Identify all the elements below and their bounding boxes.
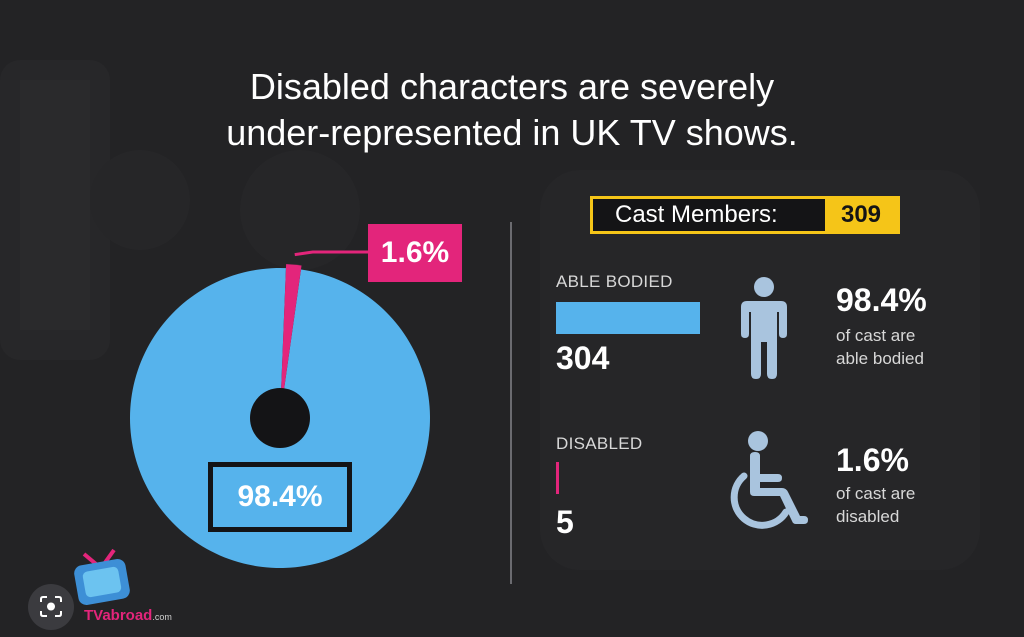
title-line-2: under-represented in UK TV shows. (226, 112, 798, 153)
disabled-description-line-2: disabled (836, 507, 900, 526)
cast-members-label: Cast Members: (615, 201, 778, 228)
cast-members-total: 309 (825, 199, 897, 231)
disabled-percent: 1.6% (836, 442, 909, 478)
chart-title: Disabled characters are severely under-r… (0, 64, 1024, 156)
camera-icon (40, 596, 62, 617)
pie-chart (129, 250, 430, 569)
logo-suffix: .com (152, 612, 172, 622)
logo-name: TVabroad (84, 607, 153, 624)
able-bodied-label: ABLE BODIED (556, 272, 673, 291)
disabled-label: DISABLED (556, 434, 643, 453)
able-bodied-count: 304 (556, 340, 610, 376)
image-search-button[interactable] (28, 584, 74, 630)
disabled-description: of cast are disabled (836, 482, 986, 528)
able-bodied-bar (556, 302, 700, 334)
able-bodied-percent: 98.4% (836, 282, 927, 318)
pie-label-disabled: 1.6% (368, 224, 462, 282)
able-bodied-description-line-2: able bodied (836, 349, 924, 368)
tv-logo-icon (74, 548, 130, 605)
pie-center-hole (250, 388, 310, 448)
standing-person-icon (741, 277, 787, 379)
cast-members-box: Cast Members: 309 (590, 196, 900, 234)
pie-label-able-bodied: 98.4% (208, 462, 352, 532)
pie-callout-line (294, 250, 368, 257)
able-bodied-description-line-1: of cast are (836, 326, 916, 345)
title-line-1: Disabled characters are severely (249, 66, 775, 107)
able-bodied-description: of cast are able bodied (836, 324, 986, 370)
pie-slice-disabled (280, 264, 302, 418)
wheelchair-icon (730, 431, 808, 529)
logo-text: TVabroad.com (84, 607, 172, 624)
disabled-count: 5 (556, 504, 574, 540)
divider (510, 222, 512, 584)
disabled-bar (556, 462, 559, 494)
disabled-description-line-1: of cast are (836, 484, 916, 503)
